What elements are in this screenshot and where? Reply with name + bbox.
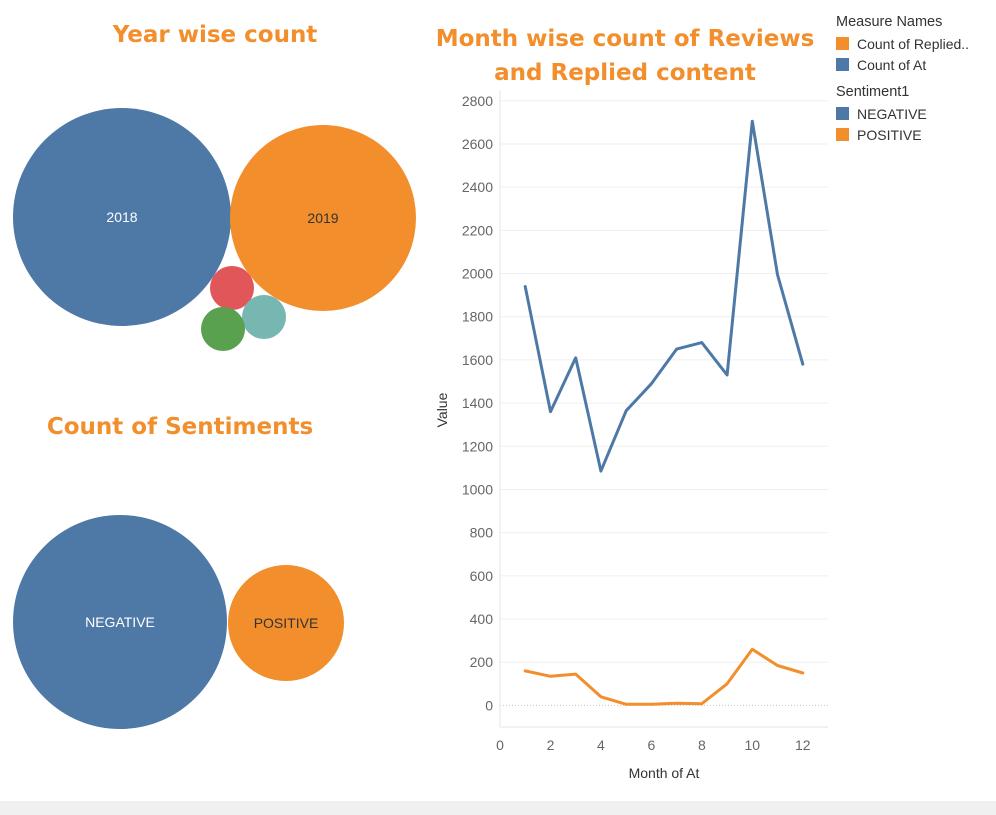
x-axis-label: Month of At	[629, 765, 700, 781]
y-tick-label: 2600	[462, 136, 493, 152]
y-tick-label: 600	[470, 568, 494, 584]
y-tick-label: 1600	[462, 352, 493, 368]
legend-swatch	[836, 58, 849, 71]
year-chart-title: Year wise count	[112, 22, 318, 48]
year-bubble-other-2[interactable]	[210, 266, 254, 310]
series-line-count-of-at[interactable]	[523, 119, 805, 473]
year-bubble-other-3[interactable]	[242, 295, 286, 339]
x-tick-label: 10	[745, 737, 761, 753]
y-tick-label: 400	[470, 611, 494, 627]
x-tick-label: 8	[698, 737, 706, 753]
year-bubble-2019[interactable]	[230, 125, 416, 311]
sentiment-bubble-label: NEGATIVE	[85, 614, 155, 630]
legend-item[interactable]: Count of At	[836, 54, 996, 75]
legend-item-label: Count of At	[857, 56, 927, 73]
legend-item[interactable]: NEGATIVE	[836, 103, 996, 124]
line-chart: 0 200 400 600 800 1000 1200 1400 1600 1800 2000 220…	[434, 90, 828, 781]
legend-item-label: NEGATIVE	[857, 105, 927, 122]
year-bubble-label: 2018	[106, 209, 137, 225]
footer-scroll-area	[0, 801, 996, 815]
x-tick-label: 4	[597, 737, 605, 753]
legend-group: Measure Names Count of Replied.. Count of …	[836, 14, 996, 75]
y-tick-label: 200	[470, 654, 494, 670]
y-tick-label: 1800	[462, 309, 493, 325]
year-bubble-other-4[interactable]	[201, 307, 245, 351]
legend-item[interactable]: Count of Replied..	[836, 33, 996, 54]
y-tick-label: 1200	[462, 438, 493, 454]
sentiment-bubble-label: POSITIVE	[254, 615, 319, 631]
legend: Measure Names Count of Replied.. Count of …	[836, 14, 996, 154]
y-tick-label: 2400	[462, 179, 493, 195]
sentiment-bubble-chart: NEGATIVE POSITIVE	[13, 515, 344, 729]
x-tick-label: 2	[547, 737, 555, 753]
sentiment-bubble-negative[interactable]	[13, 515, 227, 729]
y-tick-label: 2000	[462, 266, 493, 282]
y-tick-label: 1400	[462, 395, 493, 411]
x-tick-label: 6	[647, 737, 655, 753]
y-tick-label: 2200	[462, 222, 493, 238]
legend-group: Sentiment1 NEGATIVE POSITIVE	[836, 84, 996, 145]
legend-item-label: POSITIVE	[857, 126, 922, 143]
series-line-count-of-replied-[interactable]	[523, 647, 805, 706]
x-tick-label: 12	[795, 737, 811, 753]
x-tick-label: 0	[496, 737, 504, 753]
legend-swatch	[836, 128, 849, 141]
year-bubble-chart: 2018 2019	[13, 108, 416, 351]
y-tick-label: 800	[470, 525, 494, 541]
legend-swatch	[836, 37, 849, 50]
year-bubble-label: 2019	[307, 210, 338, 226]
y-axis-label: Value	[434, 392, 450, 427]
sentiment-chart-title: Count of Sentiments	[46, 414, 314, 440]
legend-group-title: Measure Names	[836, 14, 943, 30]
year-bubble-2018[interactable]	[13, 108, 231, 326]
sentiment-bubble-positive[interactable]	[228, 565, 344, 681]
line-chart-title: Month wise count of Reviews and Replied …	[435, 26, 815, 86]
y-tick-label: 1000	[462, 481, 493, 497]
y-tick-label: 2800	[462, 93, 493, 109]
y-tick-label: 0	[485, 697, 493, 713]
legend-swatch	[836, 107, 849, 120]
legend-item-label: Count of Replied..	[857, 35, 970, 52]
legend-item[interactable]: POSITIVE	[836, 124, 996, 145]
legend-group-title: Sentiment1	[836, 84, 910, 100]
